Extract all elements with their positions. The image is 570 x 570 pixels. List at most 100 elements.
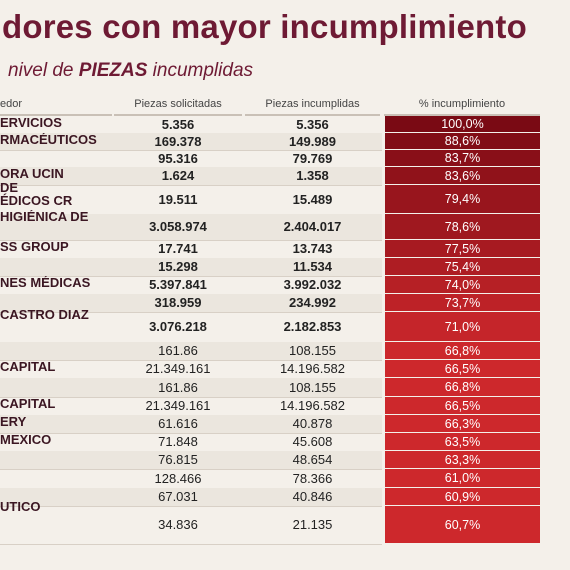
piezas-incumplidas-cell: 2.182.853 [283,319,342,334]
porcentaje-cell: 71,0% [385,312,540,342]
row-proveedor: SS GROUP [0,240,112,253]
proveedor-line: HIGIÉNICA DE [0,210,89,223]
piezas-solicitadas-cell: 95.316 [158,150,198,166]
piezas-incumplidas-cell: 2.404.017 [283,219,342,234]
porcentaje-cell: 66,3% [385,415,540,433]
porcentaje-cell: 100,0% [385,116,540,133]
piezas-solicitadas-cell: 61.616 [158,416,198,431]
piezas-solicitadas-cell: 161.86 [158,379,198,395]
row-divider [0,397,382,398]
row-proveedor: RMACÉUTICOS [0,133,112,146]
header-porcentaje: % incumplimiento [384,97,540,116]
subtitle-pre: nivel de [8,60,79,81]
porcentaje-cell: 79,4% [385,185,540,214]
proveedor-line: SS GROUP [0,240,69,253]
row-proveedor: CASTRO DIAZ [0,308,112,321]
piezas-incumplidas-cell: 5.356 [296,116,329,132]
row-divider [0,544,382,545]
porcentaje-cell: 78,6% [385,214,540,240]
piezas-solicitadas-cell: 169.378 [154,133,202,149]
row-background [0,378,382,397]
slide-title: dores con mayor incumplimiento [2,8,527,45]
row-divider [0,276,382,277]
piezas-incumplidas-cell: 11.534 [292,259,333,274]
piezas-solicitadas-cell: 71.848 [158,434,198,449]
piezas-incumplidas-cell: 15.489 [292,191,333,207]
row-proveedor: CAPITAL [0,360,112,373]
porcentaje-cell: 60,7% [385,506,540,544]
porcentaje-cell: 73,7% [385,294,540,312]
piezas-incumplidas-cell: 14.196.582 [279,361,346,376]
porcentaje-cell: 83,7% [385,150,540,167]
porcentaje-cell: 77,5% [385,240,540,258]
proveedor-line: RMACÉUTICOS [0,133,97,146]
piezas-solicitadas-cell: 67.031 [158,489,198,504]
row-divider [0,506,382,507]
porcentaje-cell: 63,5% [385,433,540,451]
proveedor-line: MEXICO [0,433,52,446]
row-background [0,451,382,469]
piezas-incumplidas-cell: 108.155 [289,379,336,395]
porcentaje-cell: 88,6% [385,133,540,150]
porcentaje-cell: 66,5% [385,360,540,378]
piezas-incumplidas-cell: 108.155 [289,343,336,358]
piezas-solicitadas-cell: 5.356 [161,116,195,132]
piezas-incumplidas-cell: 79.769 [292,150,333,166]
row-proveedor: UTICO [0,500,112,513]
piezas-incumplidas-cell: 40.878 [292,416,333,431]
piezas-incumplidas-cell: 21.135 [292,517,333,532]
row-proveedor: NES MÉDICAS [0,276,112,289]
piezas-incumplidas-cell: 1.358 [296,168,329,183]
piezas-solicitadas-cell: 17.741 [158,241,198,256]
right-margin [542,96,570,570]
piezas-incumplidas-cell: 78.366 [292,470,333,486]
porcentaje-cell: 60,9% [385,488,540,506]
piezas-incumplidas-cell: 48.654 [292,452,333,467]
piezas-solicitadas-cell: 318.959 [154,295,202,310]
row-divider [0,469,382,470]
piezas-solicitadas-cell: 1.624 [161,168,195,183]
proveedor-line-2: ÉDICOS CR [0,193,73,207]
slide-subtitle: nivel de PIEZAS incumplidas [8,60,253,82]
row-proveedor: CAPITAL [0,397,112,410]
piezas-solicitadas-cell: 3.058.974 [149,219,207,234]
piezas-solicitadas-cell: 34.836 [158,517,198,532]
piezas-incumplidas-cell: 149.989 [289,133,336,149]
piezas-incumplidas-cell: 45.608 [292,434,333,449]
porcentaje-cell: 66,5% [385,397,540,415]
porcentaje-cell: 74,0% [385,276,540,294]
row-background [0,167,382,185]
header-proveedor: edor [0,97,112,116]
row-proveedor: HIGIÉNICA DE [0,210,112,223]
piezas-solicitadas-cell: 5.397.841 [149,277,207,292]
piezas-solicitadas-cell: 161.86 [158,343,198,358]
row-background [0,488,382,506]
piezas-solicitadas-cell: 76.815 [158,452,198,467]
porcentaje-cell: 66,8% [385,342,540,360]
proveedor-line: ORA UCIN [0,167,64,180]
piezas-solicitadas-cell: 15.298 [158,259,198,274]
porcentaje-cell: 61,0% [385,469,540,488]
subtitle-bold: PIEZAS [78,60,148,81]
piezas-incumplidas-cell: 13.743 [292,241,333,256]
proveedor-line: NES MÉDICAS [0,276,91,289]
row-background [0,415,382,433]
proveedor-line: CAPITAL [0,360,56,373]
piezas-solicitadas-cell: 19.511 [158,191,198,207]
row-proveedor: MEXICO [0,433,112,446]
piezas-incumplidas-cell: 14.196.582 [279,398,346,413]
proveedor-line: UTICO [0,500,41,513]
header-piezas-incumplidas: Piezas incumplidas [245,97,380,116]
row-proveedor: ERY [0,415,112,428]
row-divider [0,433,382,434]
proveedor-line: DE [0,181,19,195]
row-divider [0,185,382,186]
header-piezas-solicitadas: Piezas solicitadas [114,97,242,116]
row-background [0,258,382,276]
row-divider [0,150,382,151]
row-proveedor: ORA UCIN [0,167,112,180]
row-divider [0,312,382,313]
piezas-solicitadas-cell: 128.466 [154,470,202,486]
subtitle-post: incumplidas [147,60,254,81]
